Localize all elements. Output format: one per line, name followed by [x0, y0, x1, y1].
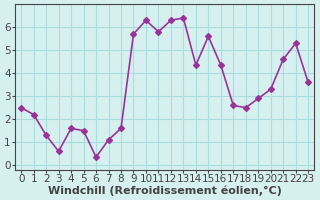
- X-axis label: Windchill (Refroidissement éolien,°C): Windchill (Refroidissement éolien,°C): [48, 185, 282, 196]
